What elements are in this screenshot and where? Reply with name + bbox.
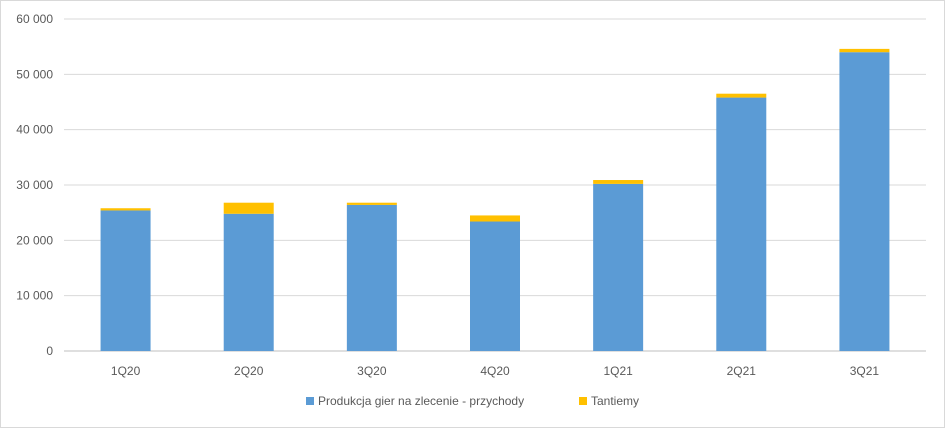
bar-tantiemy-2q20 (223, 202, 274, 214)
x-tick-label: 1Q20 (111, 364, 141, 378)
y-tick-label: 10 000 (16, 289, 53, 303)
bar-tantiemy-3q21 (839, 48, 890, 53)
bar-tantiemy-1q21 (593, 180, 644, 184)
bar-produkcja-1q20 (100, 210, 151, 351)
y-tick-label: 40 000 (16, 123, 53, 137)
y-tick-label: 30 000 (16, 178, 53, 192)
y-tick-label: 60 000 (16, 12, 53, 26)
bar-tantiemy-2q21 (716, 93, 767, 98)
legend-label-tantiemy: Tantiemy (591, 394, 639, 408)
x-tick-label: 2Q20 (234, 364, 264, 378)
bar-tantiemy-3q20 (346, 202, 397, 205)
legend: Produkcja gier na zlecenie - przychody T… (306, 394, 639, 408)
legend-label-produkcja: Produkcja gier na zlecenie - przychody (318, 394, 524, 408)
x-axis: 1Q20 2Q20 3Q20 4Q20 1Q21 2Q21 3Q21 (111, 364, 880, 378)
bar-tantiemy-1q20 (100, 208, 151, 211)
bar-produkcja-1q21 (593, 183, 644, 351)
y-tick-label: 0 (46, 344, 53, 358)
x-tick-label: 4Q20 (480, 364, 510, 378)
bars (100, 48, 890, 351)
legend-swatch-tantiemy (579, 397, 587, 405)
y-axis: 0 10 000 20 000 30 000 40 000 50 000 60 000 (16, 12, 53, 358)
bar-produkcja-2q21 (716, 97, 767, 351)
bar-produkcja-3q20 (346, 204, 397, 351)
bar-tantiemy-4q20 (470, 215, 520, 222)
x-tick-label: 2Q21 (727, 364, 757, 378)
y-tick-label: 50 000 (16, 67, 53, 81)
x-tick-label: 3Q21 (850, 364, 880, 378)
x-tick-label: 3Q20 (357, 364, 387, 378)
bar-produkcja-4q20 (470, 221, 520, 351)
bar-produkcja-3q21 (839, 52, 890, 351)
bar-produkcja-2q20 (223, 213, 274, 351)
x-tick-label: 1Q21 (603, 364, 633, 378)
y-tick-label: 20 000 (16, 233, 53, 247)
legend-swatch-produkcja (306, 397, 314, 405)
